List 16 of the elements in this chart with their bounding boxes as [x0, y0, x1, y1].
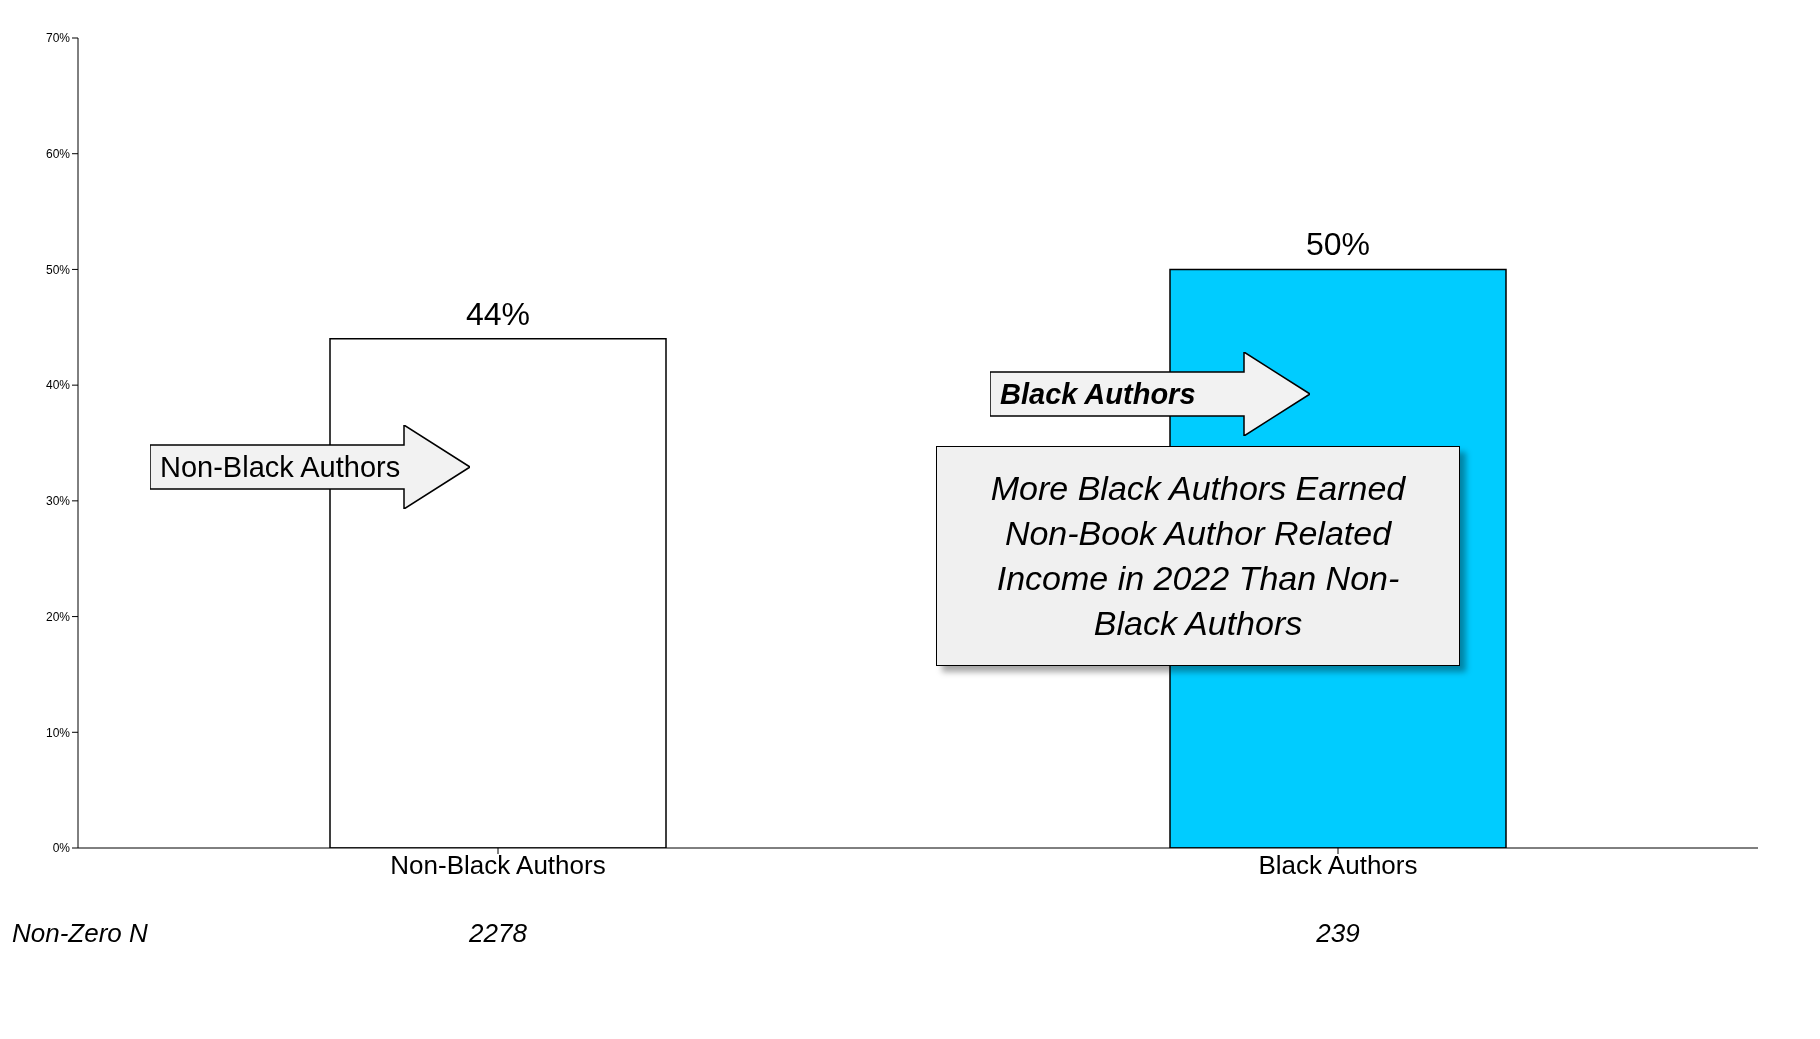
data-label: 50% [1305, 226, 1371, 263]
y-tick-label: 30% [45, 494, 71, 509]
data-label: 44% [465, 295, 531, 332]
y-tick-label: 70% [45, 31, 71, 46]
text: 239 [1315, 918, 1361, 949]
y-tick-label: 0% [52, 841, 71, 856]
text: 2278 [468, 918, 528, 949]
annotation: Black Authors [1000, 376, 1196, 412]
y-tick-label: 10% [45, 725, 71, 740]
annotation: More Black Authors Earned Non-Book Author Related Income in 2022 Than Non-Black Authors [989, 468, 1407, 645]
text: Non-Zero N [12, 918, 149, 949]
annotation: Non-Black Authors [160, 449, 401, 485]
y-tick-label: 40% [45, 378, 71, 393]
y-tick-label: 60% [45, 146, 71, 161]
y-tick-label: 50% [45, 262, 71, 277]
y-tick-label: 20% [45, 609, 71, 624]
